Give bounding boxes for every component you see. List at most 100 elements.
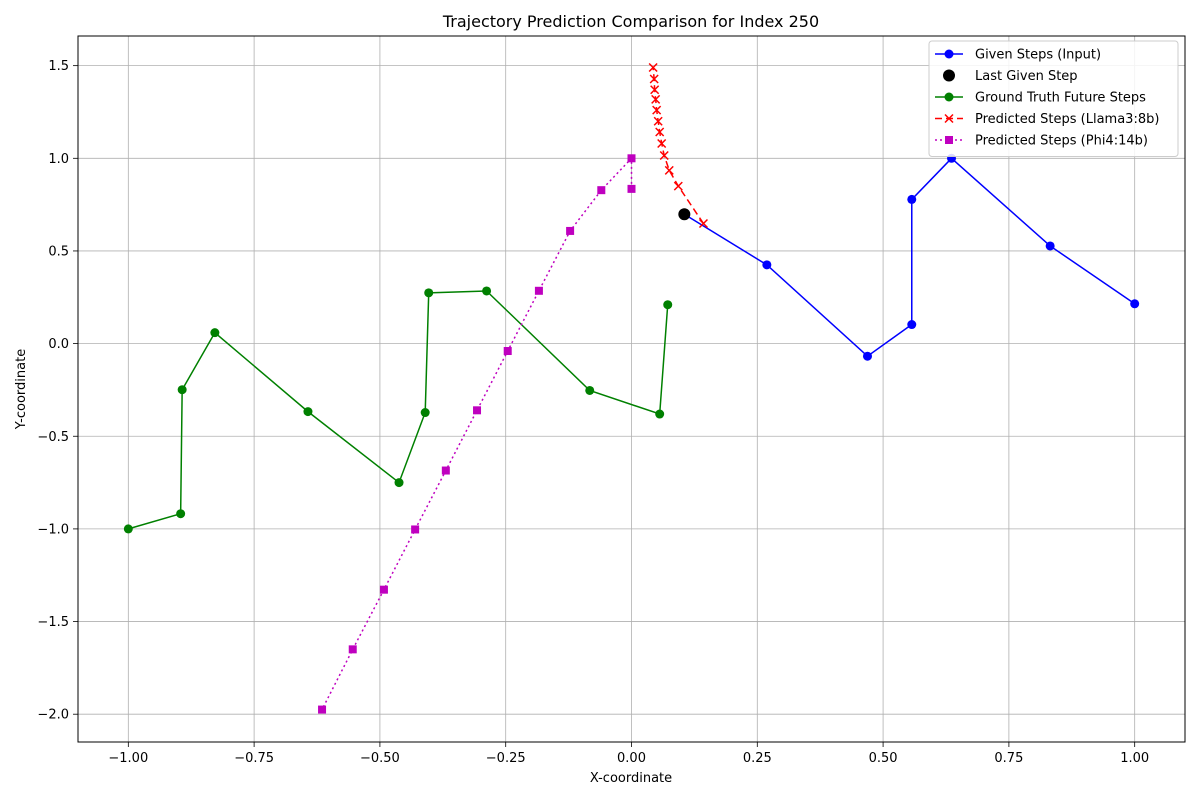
data-point xyxy=(424,288,434,298)
data-point xyxy=(348,645,357,654)
data-point xyxy=(597,186,606,195)
data-point xyxy=(534,286,543,295)
legend: Given Steps (Input) Last Given Step Ground… xyxy=(928,40,1179,157)
data-point xyxy=(176,509,186,519)
series-0 xyxy=(679,153,1140,361)
data-point xyxy=(420,408,430,418)
x-marker-stroke xyxy=(652,105,662,115)
x-tick-label: −1.00 xyxy=(108,751,148,766)
data-point xyxy=(627,154,636,163)
x-marker-stroke xyxy=(651,94,661,104)
x-tick-label: 0.75 xyxy=(994,751,1023,766)
x-marker-stroke xyxy=(698,218,708,229)
legend-marker xyxy=(944,49,954,59)
data-point xyxy=(678,208,691,221)
legend-marker xyxy=(943,69,955,82)
x-marker-stroke xyxy=(649,74,659,84)
data-point xyxy=(663,300,673,310)
data-point xyxy=(907,320,917,330)
legend-label: Predicted Steps (Phi4:14b) xyxy=(975,134,1148,149)
x-tick-label: −0.50 xyxy=(360,751,400,766)
x-tick-label: −0.25 xyxy=(486,751,526,766)
y-tick-label: −2.0 xyxy=(37,708,69,723)
x-tick-label: 1.00 xyxy=(1120,751,1149,766)
x-marker-stroke xyxy=(659,150,669,161)
series-line xyxy=(652,67,705,224)
x-marker-stroke xyxy=(650,85,660,95)
data-point xyxy=(698,218,708,229)
data-point xyxy=(394,478,404,488)
legend-item: Predicted Steps (Llama3:8b) xyxy=(935,112,1159,127)
axis-ticks: −1.00 −0.75 −0.50 −0.25 0.00 0.25 0.50 0.75 1.00… xyxy=(37,59,1149,766)
y-tick-label: 1.0 xyxy=(48,152,69,167)
x-marker-stroke xyxy=(655,127,665,137)
legend-item: Predicted Steps (Phi4:14b) xyxy=(935,134,1148,149)
data-point xyxy=(411,525,420,534)
series-line xyxy=(321,156,633,710)
data-point xyxy=(627,184,636,193)
data-point xyxy=(649,74,659,84)
y-tick-label: −1.0 xyxy=(37,522,69,537)
x-tick-label: 0.00 xyxy=(617,751,646,766)
series-1 xyxy=(678,208,691,221)
x-marker-stroke xyxy=(664,165,674,175)
legend-marker xyxy=(945,136,953,144)
legend-label: Given Steps (Input) xyxy=(975,48,1101,63)
data-point xyxy=(907,194,917,204)
x-marker-stroke xyxy=(944,113,954,124)
chart-title: Trajectory Prediction Comparison for Ind… xyxy=(442,12,819,31)
grid xyxy=(78,36,1185,742)
data-point xyxy=(123,524,133,534)
series-layer xyxy=(123,62,1140,714)
data-point xyxy=(652,105,662,115)
x-marker-stroke xyxy=(673,181,683,191)
x-marker-stroke xyxy=(657,138,667,149)
y-axis-label: Y-coordinate xyxy=(14,349,29,430)
data-point xyxy=(655,409,665,419)
data-point xyxy=(673,181,683,191)
x-tick-label: 0.25 xyxy=(743,751,772,766)
data-point xyxy=(862,351,872,361)
series-2 xyxy=(123,286,673,534)
legend-box xyxy=(928,40,1179,157)
x-axis-label: X-coordinate xyxy=(590,771,672,786)
series-4 xyxy=(318,154,636,714)
series-3 xyxy=(648,62,708,229)
data-point xyxy=(651,94,661,104)
data-point xyxy=(441,466,450,475)
data-point xyxy=(585,385,595,395)
data-point xyxy=(659,150,669,161)
y-tick-label: 1.5 xyxy=(48,59,69,74)
series-line xyxy=(128,290,669,530)
data-point xyxy=(655,127,665,137)
data-point xyxy=(473,406,482,415)
data-point xyxy=(653,116,663,126)
legend-label: Last Given Step xyxy=(975,69,1078,84)
y-tick-label: 0.0 xyxy=(48,337,69,352)
legend-item: Ground Truth Future Steps xyxy=(935,91,1146,106)
legend-label: Ground Truth Future Steps xyxy=(975,91,1146,106)
legend-item: Last Given Step xyxy=(943,69,1078,84)
data-point xyxy=(177,385,187,395)
data-point xyxy=(648,62,658,73)
y-tick-label: 0.5 xyxy=(48,244,69,259)
legend-item: Given Steps (Input) xyxy=(935,48,1101,63)
data-point xyxy=(303,407,313,417)
y-tick-label: −1.5 xyxy=(37,615,69,630)
data-point xyxy=(503,347,512,356)
data-point xyxy=(379,585,388,594)
data-point xyxy=(482,286,492,296)
data-point xyxy=(566,226,575,235)
data-point xyxy=(1130,299,1140,309)
x-tick-label: 0.50 xyxy=(869,751,898,766)
series-line xyxy=(683,157,1136,358)
x-marker-stroke xyxy=(653,116,663,126)
x-marker-stroke xyxy=(648,62,658,73)
x-tick-label: −0.75 xyxy=(234,751,274,766)
data-point xyxy=(210,328,220,338)
data-point xyxy=(664,165,674,175)
data-point xyxy=(650,85,660,95)
legend-marker xyxy=(944,92,954,102)
legend-marker xyxy=(944,113,954,124)
data-point xyxy=(1045,241,1055,251)
